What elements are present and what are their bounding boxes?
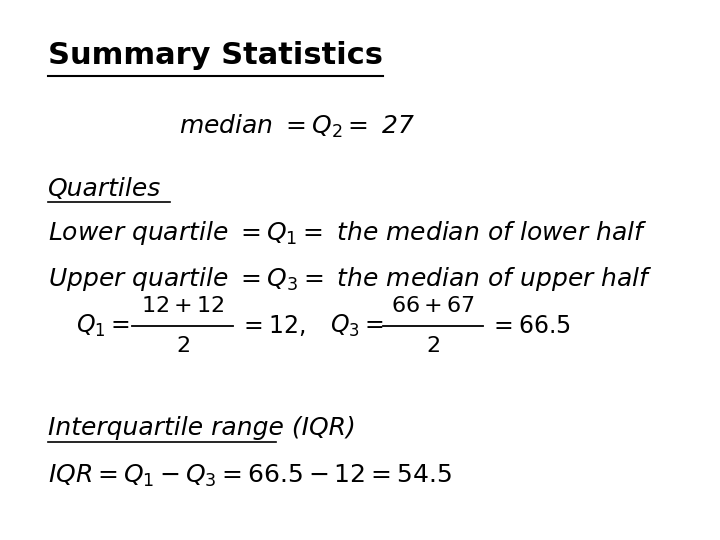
- Text: $IQR = Q_1 - Q_3 = 66.5 - 12 = 54.5$: $IQR = Q_1 - Q_3 = 66.5 - 12 = 54.5$: [48, 462, 451, 489]
- Text: $2$: $2$: [426, 336, 440, 356]
- Text: Lower quartile $= Q_1 =$ the median of lower half: Lower quartile $= Q_1 =$ the median of l…: [48, 219, 647, 247]
- Text: $Q_3 = $: $Q_3 = $: [330, 313, 383, 339]
- Text: $= 66.5$: $= 66.5$: [489, 314, 571, 338]
- Text: $12+12$: $12+12$: [140, 295, 225, 315]
- Text: Interquartile range (IQR): Interquartile range (IQR): [48, 416, 356, 440]
- Text: $Q_1 = $: $Q_1 = $: [76, 313, 130, 339]
- Text: median $= Q_2 =$ 27: median $= Q_2 =$ 27: [179, 113, 415, 140]
- Text: Quartiles: Quartiles: [48, 177, 161, 201]
- Text: $2$: $2$: [176, 336, 189, 356]
- Text: Upper quartile $= Q_3 =$ the median of upper half: Upper quartile $= Q_3 =$ the median of u…: [48, 265, 653, 293]
- Text: Summary Statistics: Summary Statistics: [48, 42, 383, 70]
- Text: $= 12,$: $= 12,$: [239, 313, 305, 339]
- Text: $66+67$: $66+67$: [391, 295, 475, 315]
